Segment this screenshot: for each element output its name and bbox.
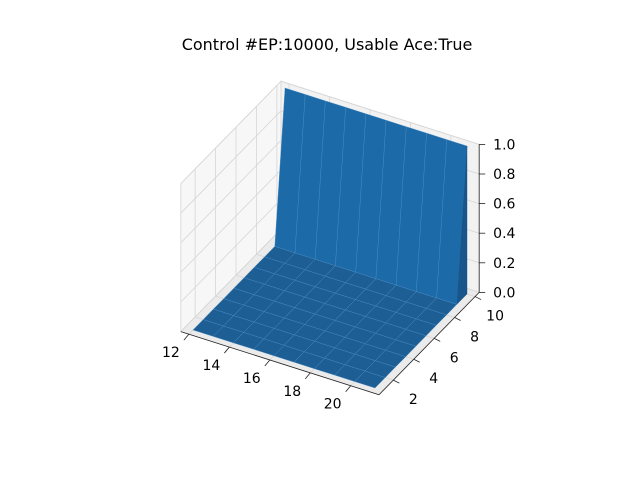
y-tick-2 <box>434 337 441 342</box>
x-tick-label-4: 20 <box>324 397 342 413</box>
z-tick-label-3: 0.6 <box>493 197 515 213</box>
gridline-z-5 <box>180 80 480 184</box>
y-tick-label-4: 10 <box>486 309 504 325</box>
x-tick-0 <box>183 333 190 341</box>
surface-wall-end <box>456 145 468 305</box>
y-tick-3 <box>454 317 461 321</box>
y-tick-label-1: 4 <box>429 371 438 387</box>
x-tick-4 <box>345 385 351 392</box>
y-tick-4 <box>474 296 482 300</box>
z-tick-label-5: 1.0 <box>493 137 515 153</box>
y-tick-0 <box>393 379 400 384</box>
z-tick-label-1: 0.2 <box>493 256 515 272</box>
x-axis-line <box>180 331 380 396</box>
x-tick-label-2: 16 <box>243 371 261 387</box>
z-tick-label-4: 0.8 <box>493 167 515 183</box>
y-tick-label-3: 8 <box>470 329 479 345</box>
x-tick-label-1: 14 <box>202 358 220 374</box>
z-tick-label-0: 0.0 <box>493 285 515 301</box>
surface-cell-0-8 <box>354 370 386 389</box>
x-tick-2 <box>264 359 271 367</box>
surface <box>192 87 468 389</box>
y-tick-label-0: 2 <box>409 392 418 408</box>
y-tick-label-2: 6 <box>450 350 459 366</box>
chart-title: Control #EP:10000, Usable Ace:True <box>182 35 473 54</box>
x-tick-1 <box>224 346 230 354</box>
x-tick-3 <box>304 372 311 380</box>
y-tick-1 <box>413 358 420 363</box>
x-tick-label-3: 18 <box>283 384 301 400</box>
z-tick-label-2: 0.4 <box>493 226 515 242</box>
y-axis-line <box>378 292 480 396</box>
x-tick-label-0: 12 <box>162 345 180 361</box>
